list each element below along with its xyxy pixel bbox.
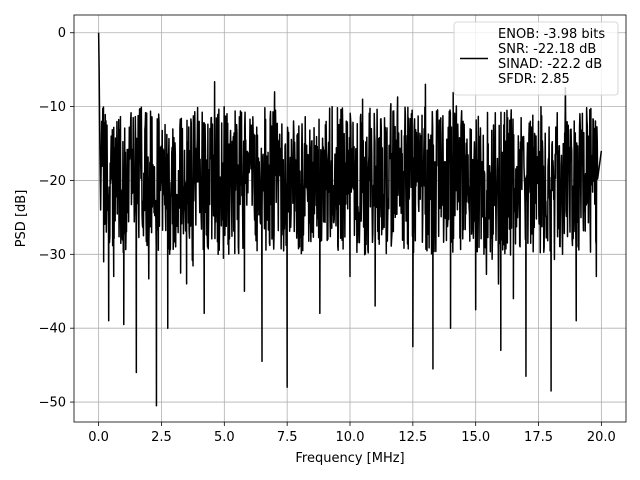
legend-label-line: SINAD: -22.2 dB [498,57,602,72]
x-tick-label: 20.0 [587,430,616,445]
y-tick-label: 0 [58,26,66,41]
x-tick-label: 12.5 [398,430,427,445]
y-tick-label: −30 [39,248,66,263]
x-tick-label: 15.0 [461,430,490,445]
x-tick-label: 2.5 [151,430,172,445]
psd-line [97,32,603,407]
x-axis-label: Frequency [MHz] [295,451,404,466]
legend-box [453,21,619,96]
y-tick-label: −10 [39,100,66,115]
x-tick-label: 0.0 [88,430,109,445]
y-tick-label: −20 [39,174,66,189]
x-axis: 0.0 2.5 5.0 7.5 10.0 12.5 15.0 17.5 20.0 [88,422,616,445]
x-tick-label: 7.5 [277,430,298,445]
x-tick-label: 5.0 [214,430,235,445]
legend-label-line: SNR: -22.18 dB [498,42,596,57]
legend: ENOB: -3.98 bits SNR: -22.18 dB SINAD: -22… [453,21,619,96]
legend-label-line: SFDR: 2.85 [498,72,570,87]
y-tick-label: −40 [39,322,66,337]
y-axis: 0 −10 −20 −30 −40 −50 [39,26,74,411]
y-axis-label: PSD [dB] [14,190,29,248]
x-tick-label: 17.5 [524,430,553,445]
x-tick-label: 10.0 [336,430,365,445]
psd-series [97,32,603,407]
legend-label-line: ENOB: -3.98 bits [498,27,605,42]
y-tick-label: −50 [39,396,66,411]
legend-label: ENOB: -3.98 bits SNR: -22.18 dB SINAD: -22… [498,27,605,87]
